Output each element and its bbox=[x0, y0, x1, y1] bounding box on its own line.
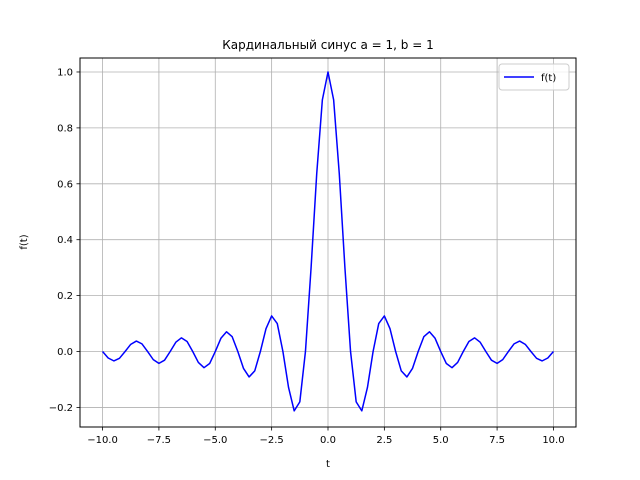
x-tick-label: 5.0 bbox=[433, 435, 449, 446]
x-tick-label: −10.0 bbox=[87, 435, 118, 446]
x-tick-label: −2.5 bbox=[259, 435, 283, 446]
y-axis-ticks: −0.2 0.0 0.2 0.4 0.6 0.8 1.0 bbox=[49, 67, 80, 414]
y-tick-label: 0.4 bbox=[57, 235, 73, 246]
x-tick-label: 2.5 bbox=[376, 435, 392, 446]
x-tick-label: 7.5 bbox=[489, 435, 505, 446]
y-tick-label: −0.2 bbox=[49, 403, 73, 414]
chart-title: Кардинальный синус a = 1, b = 1 bbox=[222, 38, 433, 52]
grid bbox=[80, 58, 576, 427]
series-line-f-t bbox=[101, 71, 555, 412]
x-tick-label: 10.0 bbox=[542, 435, 564, 446]
y-tick-label: 0.6 bbox=[57, 179, 73, 190]
x-axis-ticks: −10.0 −7.5 −5.0 −2.5 0.0 2.5 5.0 7.5 10.0 bbox=[87, 427, 565, 446]
y-tick-label: 0.0 bbox=[57, 347, 73, 358]
y-axis-label: f(t) bbox=[19, 234, 30, 249]
x-tick-label: −7.5 bbox=[147, 435, 171, 446]
x-axis-label: t bbox=[326, 459, 330, 470]
y-tick-label: 1.0 bbox=[57, 67, 73, 78]
x-tick-label: −5.0 bbox=[203, 435, 227, 446]
x-tick-label: 0.0 bbox=[320, 435, 336, 446]
y-tick-label: 0.8 bbox=[57, 123, 73, 134]
plot-area bbox=[101, 71, 555, 412]
y-tick-label: 0.2 bbox=[57, 291, 73, 302]
legend: f(t) bbox=[498, 63, 570, 91]
legend-label-f-t: f(t) bbox=[541, 73, 556, 84]
